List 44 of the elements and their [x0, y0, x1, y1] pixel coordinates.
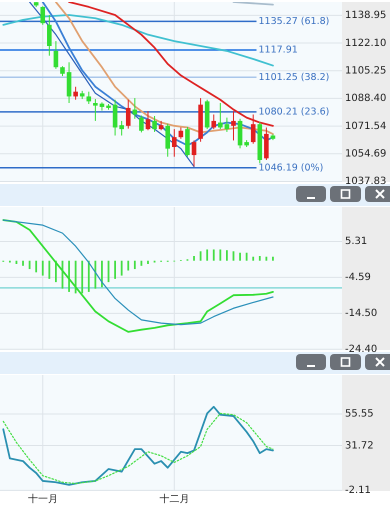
candlestick	[172, 128, 177, 158]
y-tick-label: 31.72	[345, 440, 374, 452]
candlestick	[158, 120, 164, 131]
y-tick-label: 55.55	[345, 408, 374, 420]
candlestick	[152, 115, 157, 132]
ref-line-label: 1080.21 (23.6)	[258, 106, 330, 118]
y-tick-label: 1122.10	[345, 38, 386, 49]
candlestick	[165, 123, 170, 158]
ref-line-label: 1046.19 (0%)	[258, 162, 324, 174]
candlestick	[86, 91, 92, 104]
candlestick	[119, 120, 124, 136]
candlestick	[54, 40, 58, 70]
y-tick-label: 1054.69	[345, 148, 386, 160]
candlestick	[192, 140, 196, 168]
x-tick-label: 十二月	[159, 493, 190, 505]
candlestick	[60, 66, 65, 77]
y-tick-label: 5.31	[345, 236, 368, 248]
y-tick-label: -24.40	[345, 344, 378, 356]
candlestick	[146, 110, 150, 131]
candlestick	[224, 117, 230, 132]
y-tick-label: 1037.83	[345, 176, 386, 188]
y-tick-label: -14.50	[345, 308, 378, 320]
y-tick-label: -4.59	[345, 272, 371, 284]
candlestick	[73, 86, 78, 100]
candlestick	[139, 114, 144, 133]
candlestick	[211, 114, 216, 130]
ref-line-label: 1117.91	[258, 44, 298, 56]
candlestick	[178, 126, 184, 140]
candlestick	[47, 14, 52, 56]
y-tick-label: 1088.40	[345, 93, 386, 104]
y-tick-label: 1105.25	[345, 65, 386, 76]
candlestick	[126, 99, 131, 130]
ref-line-label: 1101.25 (38.2)	[258, 72, 330, 83]
y-tick-label: 1138.95	[345, 10, 386, 22]
candlestick	[40, 6, 46, 26]
line-series	[29, 2, 195, 168]
candlestick	[218, 102, 223, 130]
candlestick	[112, 99, 118, 136]
y-tick-label: -2.11	[345, 485, 371, 496]
x-tick-label: 十一月	[28, 493, 58, 505]
candlestick	[132, 98, 138, 120]
y-tick-label: 1071.54	[345, 120, 386, 132]
candlestick	[93, 98, 98, 122]
ref-line-label: 1135.27 (61.8)	[258, 16, 330, 28]
